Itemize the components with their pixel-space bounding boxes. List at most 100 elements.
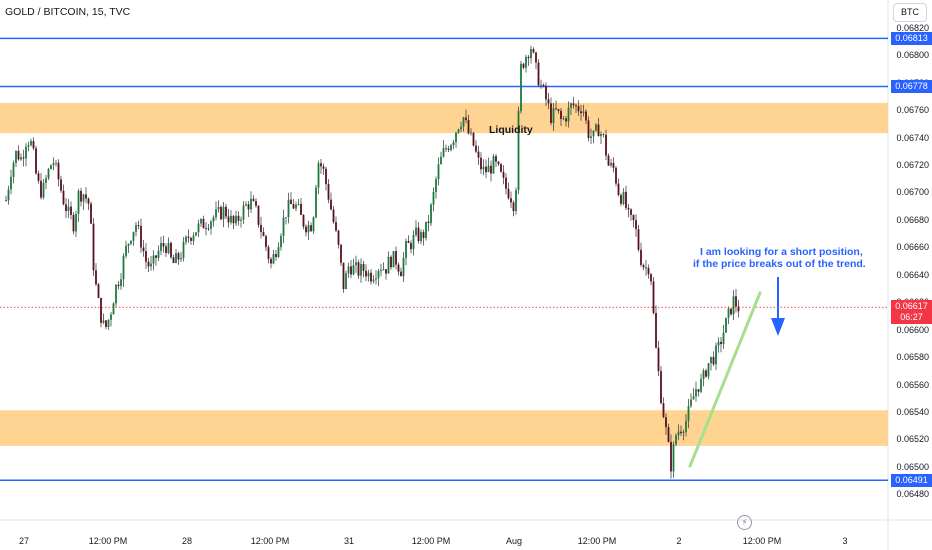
candle-body [170,242,172,258]
candle-body [542,84,545,86]
candle-body [50,165,52,170]
candle-body [95,270,97,285]
candle-body [540,84,542,86]
price-tick-label: 0.06600 [896,324,929,335]
candle-body [682,431,685,434]
candle-body [677,431,680,436]
time-tick-label: 28 [181,536,193,546]
time-tick-label: 12:00 PM [411,536,451,546]
candle-body [330,199,332,210]
candle-countdown: 06:27 [900,312,923,323]
candle-body [277,247,280,258]
candle-body [322,166,325,169]
candle-body [505,177,507,189]
candle-body [162,243,165,247]
candle-body [112,303,115,315]
candle-body [497,161,500,165]
candle-body [492,156,495,174]
candle-body [690,399,692,406]
candle-body [600,133,602,137]
candle-body [410,242,412,250]
candle-body [387,256,390,274]
candle-body [670,441,672,472]
candle-body [35,148,37,174]
candle-body [647,267,650,275]
lightning-icon[interactable]: ⚡ [737,515,752,530]
candle-body [212,217,215,222]
candle-body [472,132,475,146]
candle-body [592,130,595,137]
candle-body [37,173,40,181]
candle-body [190,238,192,241]
candle-body [672,444,675,472]
candle-body [555,108,557,110]
candle-body [57,162,60,180]
candle-body [482,166,485,170]
candle-body [567,107,570,122]
time-tick-label: 12:00 PM [250,536,290,546]
candle-body [385,269,387,274]
candle-body [32,141,35,149]
candle-body [377,270,380,279]
candle-body [572,103,575,106]
candle-body [442,148,445,157]
candle-body [407,241,410,243]
candle-body [445,148,447,150]
candle-body [475,145,477,152]
candle-body [147,261,150,267]
candle-body [730,308,732,315]
candle-body [432,191,435,205]
candle-body [612,162,615,168]
zone-1 [0,410,888,446]
candle-body [717,341,720,346]
candle-body [712,356,715,365]
candle-body [477,151,480,158]
candle-body [117,284,120,287]
candle-body [360,264,362,276]
candle-body [255,200,257,206]
candle-body [105,320,107,327]
candle-body [440,156,442,165]
candle-body [662,403,665,418]
candle-body [110,314,112,320]
candle-body [55,162,57,164]
candle-body [5,200,7,202]
price-tick-label: 0.06560 [896,379,929,390]
candle-body [237,215,240,221]
annotation-line-2: if the price breaks out of the trend. [693,258,866,270]
candle-body [197,223,200,233]
candle-body [302,214,305,227]
candle-body [490,165,492,174]
candle-body [332,209,335,223]
candle-body [615,167,617,184]
candle-body [635,220,637,230]
time-tick-label: 2 [676,536,682,546]
candle-body [630,209,632,215]
candle-body [245,204,247,206]
candle-body [82,194,85,202]
candle-body [15,150,17,163]
candle-body [465,117,467,121]
price-tick-label: 0.06520 [896,434,929,445]
candle-body [357,262,360,276]
arrow-head-icon [771,318,785,336]
time-tick-label: 12:00 PM [577,536,617,546]
candle-body [217,206,220,210]
candle-body [532,49,535,53]
candle-body [697,389,700,392]
candle-body [720,341,722,345]
liquidity-label: Liquidity [489,124,533,136]
price-tick-label: 0.06760 [896,105,929,116]
candle-body [175,253,177,264]
candle-body [240,219,242,221]
candle-body [687,405,690,421]
currency-button[interactable]: BTC [893,3,927,22]
candle-body [667,427,670,442]
candle-body [457,129,460,133]
candle-body [180,258,182,260]
candle-body [462,117,465,127]
candle-body [582,111,585,114]
candle-body [67,206,70,212]
candle-body [350,266,352,275]
